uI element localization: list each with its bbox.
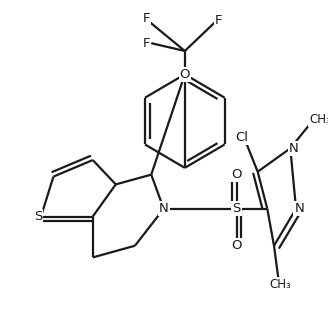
Text: CH₃: CH₃ (270, 278, 291, 291)
Text: S: S (233, 202, 241, 215)
Text: O: O (231, 168, 242, 181)
Text: F: F (215, 14, 222, 27)
Text: N: N (294, 202, 304, 215)
Text: Cl: Cl (236, 131, 249, 144)
Text: F: F (142, 12, 150, 25)
Text: S: S (34, 210, 42, 223)
Text: N: N (289, 142, 298, 155)
Text: CH₃: CH₃ (309, 113, 328, 126)
Text: O: O (179, 68, 190, 81)
Text: F: F (143, 37, 150, 50)
Text: N: N (159, 202, 169, 215)
Text: O: O (231, 239, 242, 252)
